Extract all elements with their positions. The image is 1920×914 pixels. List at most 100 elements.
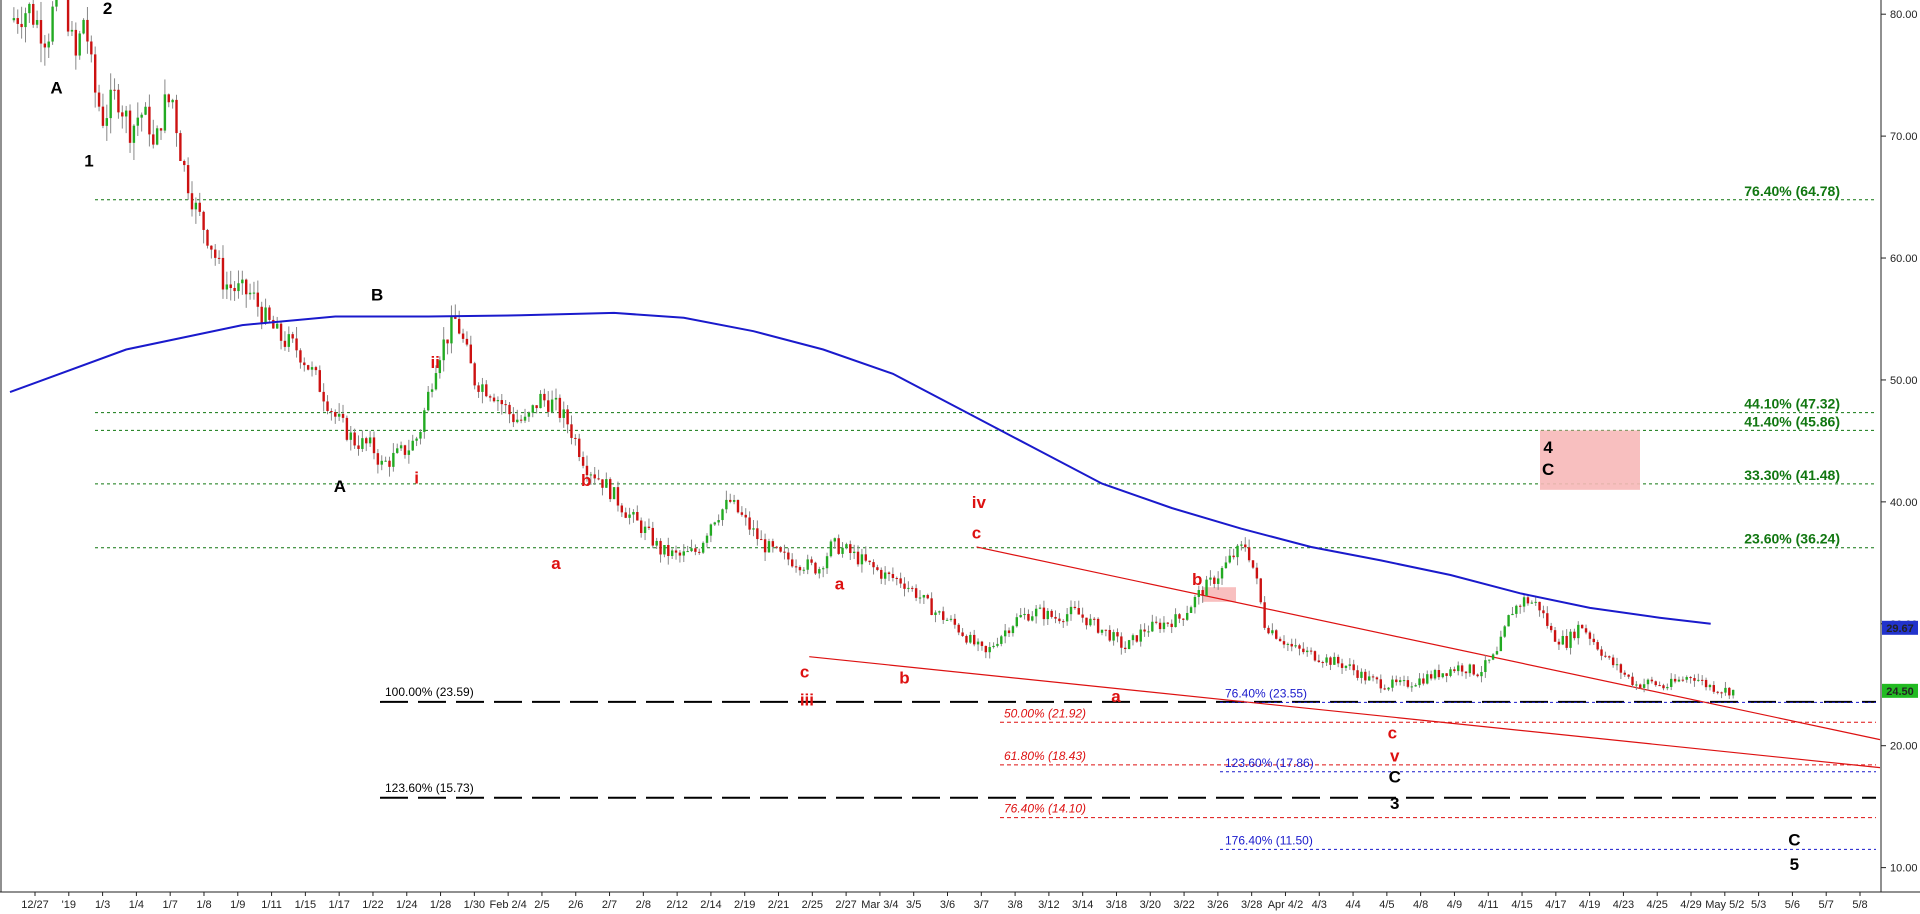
candle-body (748, 517, 751, 530)
candle-body (1267, 627, 1270, 634)
candle-body (47, 41, 50, 48)
candle-body (1340, 663, 1344, 668)
x-tick-label: 1/30 (464, 899, 485, 911)
candle-body (1619, 664, 1623, 673)
candle-body (1615, 664, 1619, 666)
x-tick-label: 1/22 (362, 899, 383, 911)
candle-body (214, 249, 217, 258)
x-tick-label: 2/5 (534, 899, 549, 911)
candle-body (1367, 676, 1371, 681)
candle-body (241, 279, 244, 284)
candle-body (593, 474, 596, 479)
candle-body (1321, 662, 1324, 664)
candle-body (868, 560, 871, 563)
y-tick-label: 50.00 (1890, 375, 1918, 387)
candle-body (1139, 629, 1142, 642)
x-tick-label: 3/12 (1038, 899, 1059, 911)
candle-body (825, 556, 829, 569)
candle-body (260, 306, 263, 323)
candle-body (578, 438, 581, 458)
x-tick-label: Feb 2/4 (489, 899, 526, 911)
x-tick-label: '19 (62, 899, 76, 911)
candle-body (1627, 674, 1630, 677)
candle-body (527, 412, 531, 417)
wave-label: iv (972, 493, 987, 512)
candle-body (124, 110, 128, 117)
candle-body (1170, 623, 1173, 628)
x-tick-label: 4/9 (1447, 899, 1462, 911)
candle-body (438, 360, 442, 374)
candle-body (1642, 684, 1646, 688)
x-tick-label: 3/7 (974, 899, 989, 911)
candle-body (883, 572, 887, 579)
candle-body (609, 479, 612, 500)
candle-body (1182, 618, 1185, 620)
candle-body (1213, 577, 1216, 584)
candle-body (798, 567, 802, 571)
candle-body (500, 400, 503, 405)
candle-body (310, 367, 314, 370)
candle-body (1166, 622, 1170, 624)
candle-body (678, 552, 682, 556)
candle-body (186, 165, 190, 194)
candle-body (1542, 610, 1545, 614)
candle-body (1464, 671, 1468, 674)
candle-body (1580, 624, 1584, 629)
x-tick-label: 4/25 (1647, 899, 1668, 911)
wave-label: a (551, 554, 561, 573)
candle-body (732, 500, 736, 502)
candle-body (802, 569, 806, 571)
candle-body (845, 544, 848, 548)
candle-body (612, 487, 616, 500)
candle-body (504, 404, 507, 406)
x-tick-label: 1/17 (328, 899, 349, 911)
candle-body (1209, 577, 1212, 580)
candle-body (806, 559, 809, 570)
candle-body (1700, 679, 1704, 681)
candle-body (1240, 544, 1243, 546)
candle-body (519, 419, 523, 421)
candle-body (574, 437, 577, 439)
wave-label: b (899, 669, 909, 688)
candle-body (430, 389, 434, 392)
candle-body (1453, 669, 1456, 672)
candle-body (821, 568, 825, 570)
candle-body (969, 634, 972, 643)
level-lines: 76.40% (64.78) 44.10% (47.32)41.40% (45.8… (95, 183, 1876, 850)
candle-body (1422, 678, 1425, 684)
price-tag-box (1882, 683, 1918, 698)
candle-body (1476, 674, 1479, 677)
candle-body (140, 114, 143, 118)
upper-wedge-line (976, 546, 1881, 741)
candle-body (717, 520, 720, 523)
candle-body (1731, 689, 1735, 696)
candle-body (1658, 685, 1661, 687)
candle-body (523, 416, 527, 421)
candle-body (1244, 544, 1247, 548)
candle-body (1124, 647, 1127, 650)
x-tick-label: 3/8 (1007, 899, 1022, 911)
candle-body (1670, 678, 1673, 687)
candle-body (1457, 665, 1460, 672)
candle-body (1418, 678, 1421, 686)
candle-body (368, 437, 372, 444)
candle-body (454, 316, 457, 319)
candle-body (175, 99, 178, 134)
x-tick-label: 2/6 (568, 899, 583, 911)
candle-body (891, 574, 895, 578)
candle-body (814, 562, 817, 574)
candle-body (1716, 691, 1719, 693)
candle-body (829, 541, 833, 557)
candle-body (32, 3, 35, 25)
candle-body (1495, 651, 1499, 655)
candle-body (66, 0, 70, 32)
candle-body (152, 134, 155, 145)
candle-body (628, 514, 631, 518)
candle-body (1046, 610, 1049, 620)
candle-body (880, 569, 883, 579)
x-tick-label: 4/19 (1579, 899, 1600, 911)
x-tick-label: 3/26 (1207, 899, 1228, 911)
candle-body (744, 514, 747, 518)
candle-body (365, 438, 368, 444)
